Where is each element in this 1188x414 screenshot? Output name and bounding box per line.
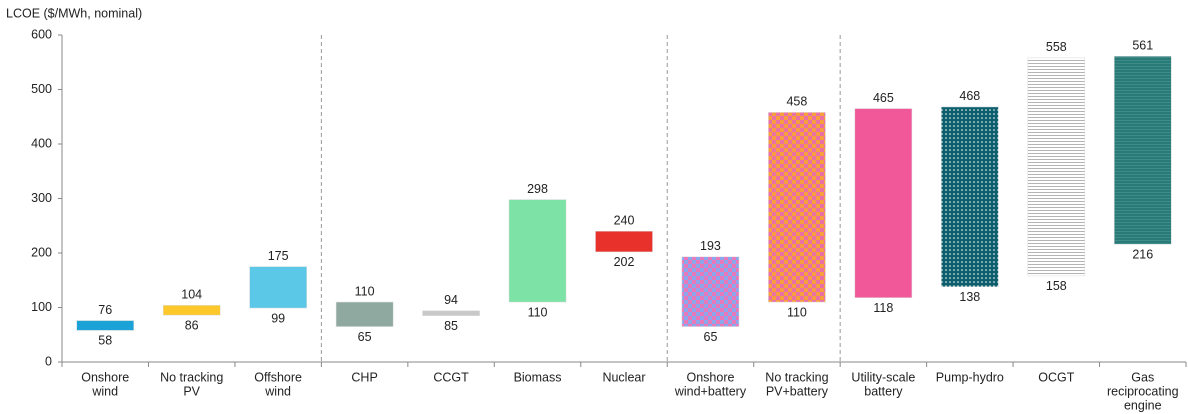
value-label: 561 bbox=[1132, 39, 1153, 53]
value-label: 99 bbox=[271, 311, 285, 325]
value-label: 65 bbox=[704, 330, 718, 344]
value-label: 94 bbox=[444, 293, 458, 307]
value-label: 86 bbox=[185, 318, 199, 332]
y-tick-label: 500 bbox=[31, 82, 52, 96]
x-tick-label: battery bbox=[864, 384, 903, 398]
x-tick-label: CHP bbox=[351, 370, 377, 384]
bar bbox=[768, 112, 826, 303]
y-tick-label: 100 bbox=[31, 300, 52, 314]
value-label: 76 bbox=[98, 303, 112, 317]
x-tick-label: PV+battery bbox=[766, 384, 829, 398]
x-tick-label: PV bbox=[183, 384, 200, 398]
value-label: 65 bbox=[358, 330, 372, 344]
value-label: 298 bbox=[527, 182, 548, 196]
x-tick-label: Pump-hydro bbox=[936, 370, 1004, 384]
y-tick-label: 400 bbox=[31, 136, 52, 150]
value-label: 58 bbox=[98, 334, 112, 348]
value-label: 118 bbox=[873, 301, 893, 315]
x-tick-label: CCGT bbox=[433, 370, 469, 384]
x-tick-label: Nuclear bbox=[602, 370, 645, 384]
bar bbox=[249, 266, 307, 309]
bar bbox=[1113, 56, 1172, 245]
bar bbox=[595, 230, 653, 253]
value-label: 558 bbox=[1046, 40, 1067, 54]
value-label: 110 bbox=[528, 305, 548, 319]
value-label: 458 bbox=[786, 95, 807, 109]
value-label: 110 bbox=[787, 305, 807, 319]
bar bbox=[335, 301, 394, 327]
x-tick-label: wind bbox=[264, 384, 291, 398]
value-label: 104 bbox=[181, 288, 202, 302]
bar bbox=[1027, 57, 1086, 277]
y-tick-label: 200 bbox=[31, 245, 52, 259]
bar bbox=[681, 256, 740, 327]
bar bbox=[508, 199, 567, 303]
bar bbox=[162, 305, 221, 316]
value-label: 138 bbox=[959, 290, 980, 304]
y-tick-label: 0 bbox=[45, 354, 52, 368]
x-tick-label: reciprocating bbox=[1107, 384, 1179, 398]
x-tick-label: wind bbox=[91, 384, 118, 398]
value-label: 216 bbox=[1132, 248, 1153, 262]
y-axis-title: LCOE ($/MWh, nominal) bbox=[6, 6, 142, 20]
x-tick-label: Biomass bbox=[514, 370, 562, 384]
y-tick-label: 600 bbox=[31, 27, 52, 41]
x-tick-label: Offshore bbox=[254, 370, 302, 384]
value-label: 158 bbox=[1046, 279, 1067, 293]
bar bbox=[941, 106, 999, 288]
x-tick-label: wind+battery bbox=[674, 384, 747, 398]
x-tick-label: Utility-scale bbox=[851, 370, 915, 384]
bar bbox=[854, 108, 913, 298]
x-tick-label: OCGT bbox=[1038, 370, 1074, 384]
x-tick-label: Onshore bbox=[686, 370, 734, 384]
bar bbox=[422, 310, 480, 316]
value-label: 175 bbox=[268, 249, 289, 263]
x-tick-label: No tracking bbox=[160, 370, 223, 384]
value-label: 465 bbox=[873, 91, 894, 105]
x-tick-label: No tracking bbox=[765, 370, 828, 384]
x-tick-label: Onshore bbox=[81, 370, 129, 384]
y-tick-label: 300 bbox=[31, 191, 52, 205]
value-label: 85 bbox=[444, 319, 458, 333]
value-label: 240 bbox=[614, 213, 635, 227]
bar bbox=[76, 320, 135, 331]
x-tick-label: Gas bbox=[1131, 370, 1154, 384]
value-label: 193 bbox=[700, 239, 721, 253]
x-tick-label: engine bbox=[1124, 398, 1162, 412]
value-label: 468 bbox=[959, 89, 980, 103]
value-label: 202 bbox=[614, 255, 635, 269]
value-label: 110 bbox=[355, 284, 375, 298]
